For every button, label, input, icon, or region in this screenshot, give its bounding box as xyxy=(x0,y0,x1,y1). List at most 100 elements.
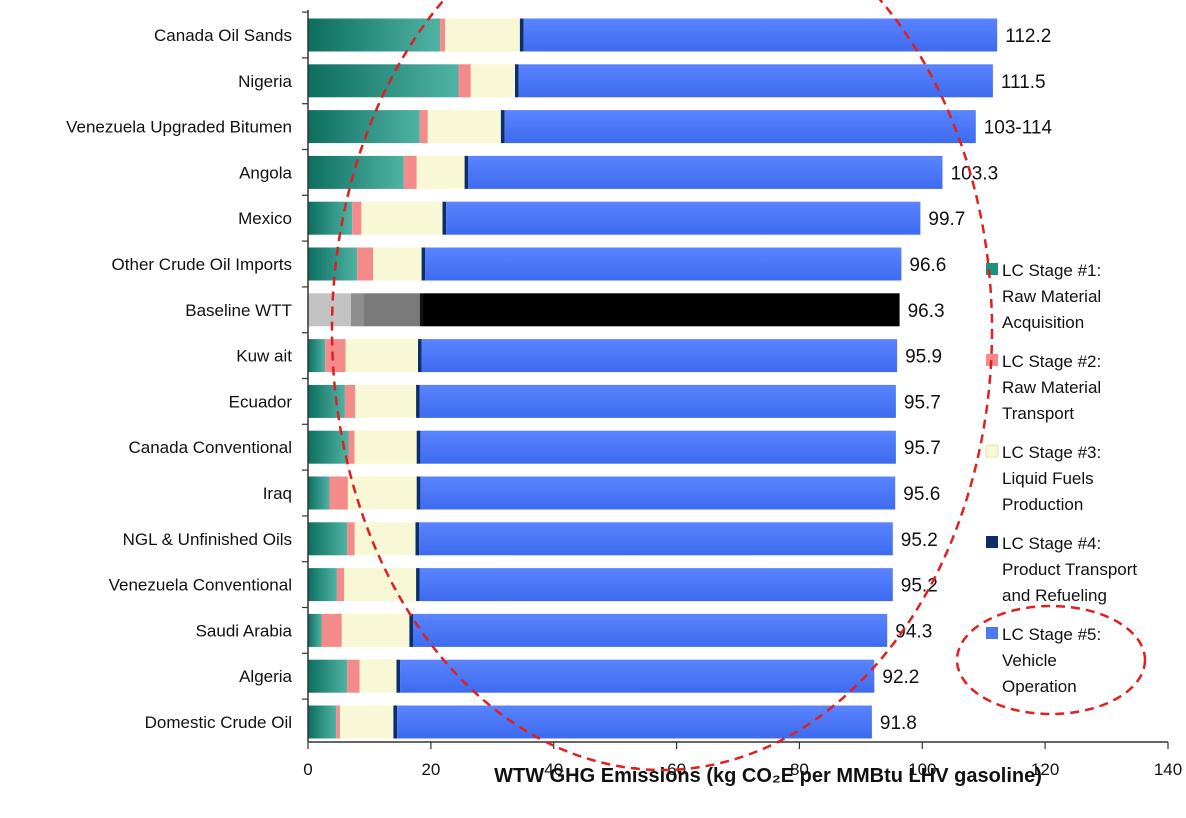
bar-segment-stage-5 xyxy=(397,705,872,739)
bar-segment-stage-1 xyxy=(308,384,345,418)
bar-segment-stage-4 xyxy=(396,659,401,693)
bar-segment-stage-4 xyxy=(416,476,421,510)
bar-segment-stage-2 xyxy=(325,339,346,373)
total-value-label: 103-114 xyxy=(984,118,1053,139)
legend-text: Product Transport xyxy=(1002,560,1137,579)
x-tick-label: 0 xyxy=(303,760,312,779)
bar-segment-stage-1 xyxy=(308,155,404,189)
bar-segment-stage-1 xyxy=(308,659,348,693)
legend-text: LC Stage #1: xyxy=(1002,261,1101,280)
bar-segment-stage-4 xyxy=(416,384,420,418)
bar-segment-stage-1 xyxy=(308,705,337,739)
category-label: Canada Oil Sands xyxy=(154,26,292,45)
bar-segment-stage-1 xyxy=(308,430,349,464)
total-value-label: 95.7 xyxy=(904,392,941,413)
legend-text: Raw Material xyxy=(1002,287,1101,306)
bar-segment-stage-3 xyxy=(445,18,520,52)
bar-segment-stage-5 xyxy=(423,293,900,327)
x-tick-label: 40 xyxy=(544,760,563,779)
bar-segment-stage-1 xyxy=(308,18,441,52)
total-value-label: 92.2 xyxy=(882,667,919,688)
bar-segment-stage-3 xyxy=(427,110,501,144)
bar-segment-stage-2 xyxy=(336,705,340,739)
bar-segment-stage-2 xyxy=(351,293,364,327)
legend-text: Production xyxy=(1002,495,1083,514)
total-value-label: 91.8 xyxy=(880,713,917,734)
bar-segment-stage-2 xyxy=(458,64,471,98)
legend-text: LC Stage #2: xyxy=(1002,352,1101,371)
total-value-label: 99.7 xyxy=(928,209,965,230)
total-value-label: 96.6 xyxy=(909,255,946,276)
bar-segment-stage-5 xyxy=(400,659,875,693)
bar-segment-stage-3 xyxy=(355,384,417,418)
total-value-label: 95.2 xyxy=(901,530,938,551)
category-label: Ecuador xyxy=(229,392,293,411)
category-label: Venezuela Conventional xyxy=(109,576,292,595)
legend-swatch-stage-1 xyxy=(986,263,998,275)
bar-segment-stage-5 xyxy=(420,430,896,464)
total-value-label: 112.2 xyxy=(1005,26,1051,47)
bar-segment-stage-2 xyxy=(344,384,356,418)
legend-text: Operation xyxy=(1002,677,1077,696)
bar-segment-stage-5 xyxy=(419,522,893,556)
bar-segment-stage-1 xyxy=(308,522,348,556)
bar-segment-stage-2 xyxy=(321,613,342,647)
bar-segment-stage-5 xyxy=(413,613,888,647)
bar-segment-stage-3 xyxy=(344,568,417,602)
bar-segment-stage-3 xyxy=(363,293,420,327)
bar-segment-stage-5 xyxy=(420,476,896,510)
x-axis-title: WTW GHG Emissions (kg CO₂E per MMBtu LHV… xyxy=(494,765,1042,787)
legend-swatch-stage-4 xyxy=(986,536,998,548)
category-label: Angola xyxy=(239,163,292,182)
bar-segment-stage-4 xyxy=(409,613,414,647)
bar-segment-stage-4 xyxy=(418,339,422,373)
bar-segment-stage-4 xyxy=(421,247,426,281)
legend-swatch-stage-3 xyxy=(985,444,999,458)
legend-text: Liquid Fuels xyxy=(1002,469,1094,488)
legend-text: LC Stage #3: xyxy=(1002,443,1101,462)
bar-segment-stage-5 xyxy=(421,339,898,373)
bars-layer xyxy=(308,18,998,739)
x-tick-label: 120 xyxy=(1031,760,1059,779)
bar-segment-stage-3 xyxy=(373,247,422,281)
bar-segment-stage-1 xyxy=(308,476,330,510)
bar-segment-stage-2 xyxy=(352,201,362,235)
category-label: Domestic Crude Oil xyxy=(145,713,292,732)
bar-segment-stage-4 xyxy=(393,705,398,739)
total-value-label: 95.2 xyxy=(901,576,938,597)
legend: LC Stage #1: Raw Material Acquisition LC St… xyxy=(985,261,1137,696)
bar-segment-stage-4 xyxy=(515,64,519,98)
bar-segment-stage-3 xyxy=(354,430,417,464)
bar-segment-stage-3 xyxy=(416,155,465,189)
bar-segment-stage-1 xyxy=(308,568,337,602)
total-value-label: 95.6 xyxy=(903,484,940,505)
x-tick-label: 100 xyxy=(908,760,936,779)
bar-segment-stage-5 xyxy=(518,64,993,98)
total-value-label: 94.3 xyxy=(895,621,932,642)
bar-segment-stage-3 xyxy=(339,705,394,739)
bar-segment-stage-2 xyxy=(357,247,374,281)
category-label: Other Crude Oil Imports xyxy=(112,255,292,274)
legend-text: Vehicle xyxy=(1002,651,1057,670)
bar-segment-stage-2 xyxy=(336,568,345,602)
bar-segment-stage-1 xyxy=(308,613,322,647)
highlight-ellipse-vehicle-operation xyxy=(330,0,994,772)
total-value-label: 103.3 xyxy=(951,163,999,184)
category-label: Kuw ait xyxy=(236,347,292,366)
bar-segment-stage-5 xyxy=(419,384,896,418)
legend-text: and Refueling xyxy=(1002,586,1107,605)
bar-segment-stage-4 xyxy=(500,110,505,144)
x-tick-label: 20 xyxy=(421,760,440,779)
x-tick-label: 140 xyxy=(1154,760,1182,779)
bar-segment-stage-5 xyxy=(504,110,976,144)
legend-text: Acquisition xyxy=(1002,313,1084,332)
bar-segment-stage-4 xyxy=(464,155,469,189)
bar-segment-stage-4 xyxy=(442,201,447,235)
x-tick-label: 80 xyxy=(790,760,809,779)
bar-segment-stage-3 xyxy=(341,613,410,647)
legend-text: LC Stage #5: xyxy=(1002,625,1101,644)
bar-segment-stage-3 xyxy=(345,339,418,373)
category-label: Venezuela Upgraded Bitumen xyxy=(66,118,292,137)
